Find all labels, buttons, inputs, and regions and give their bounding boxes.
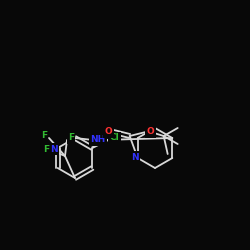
Text: Cl: Cl <box>110 134 119 142</box>
Text: NH: NH <box>90 136 106 144</box>
Text: O: O <box>105 128 112 136</box>
Text: O: O <box>147 128 154 136</box>
Text: N: N <box>131 152 138 162</box>
Text: F: F <box>68 134 74 142</box>
Text: N: N <box>50 144 58 154</box>
Text: F: F <box>43 146 49 154</box>
Text: F: F <box>41 132 47 140</box>
